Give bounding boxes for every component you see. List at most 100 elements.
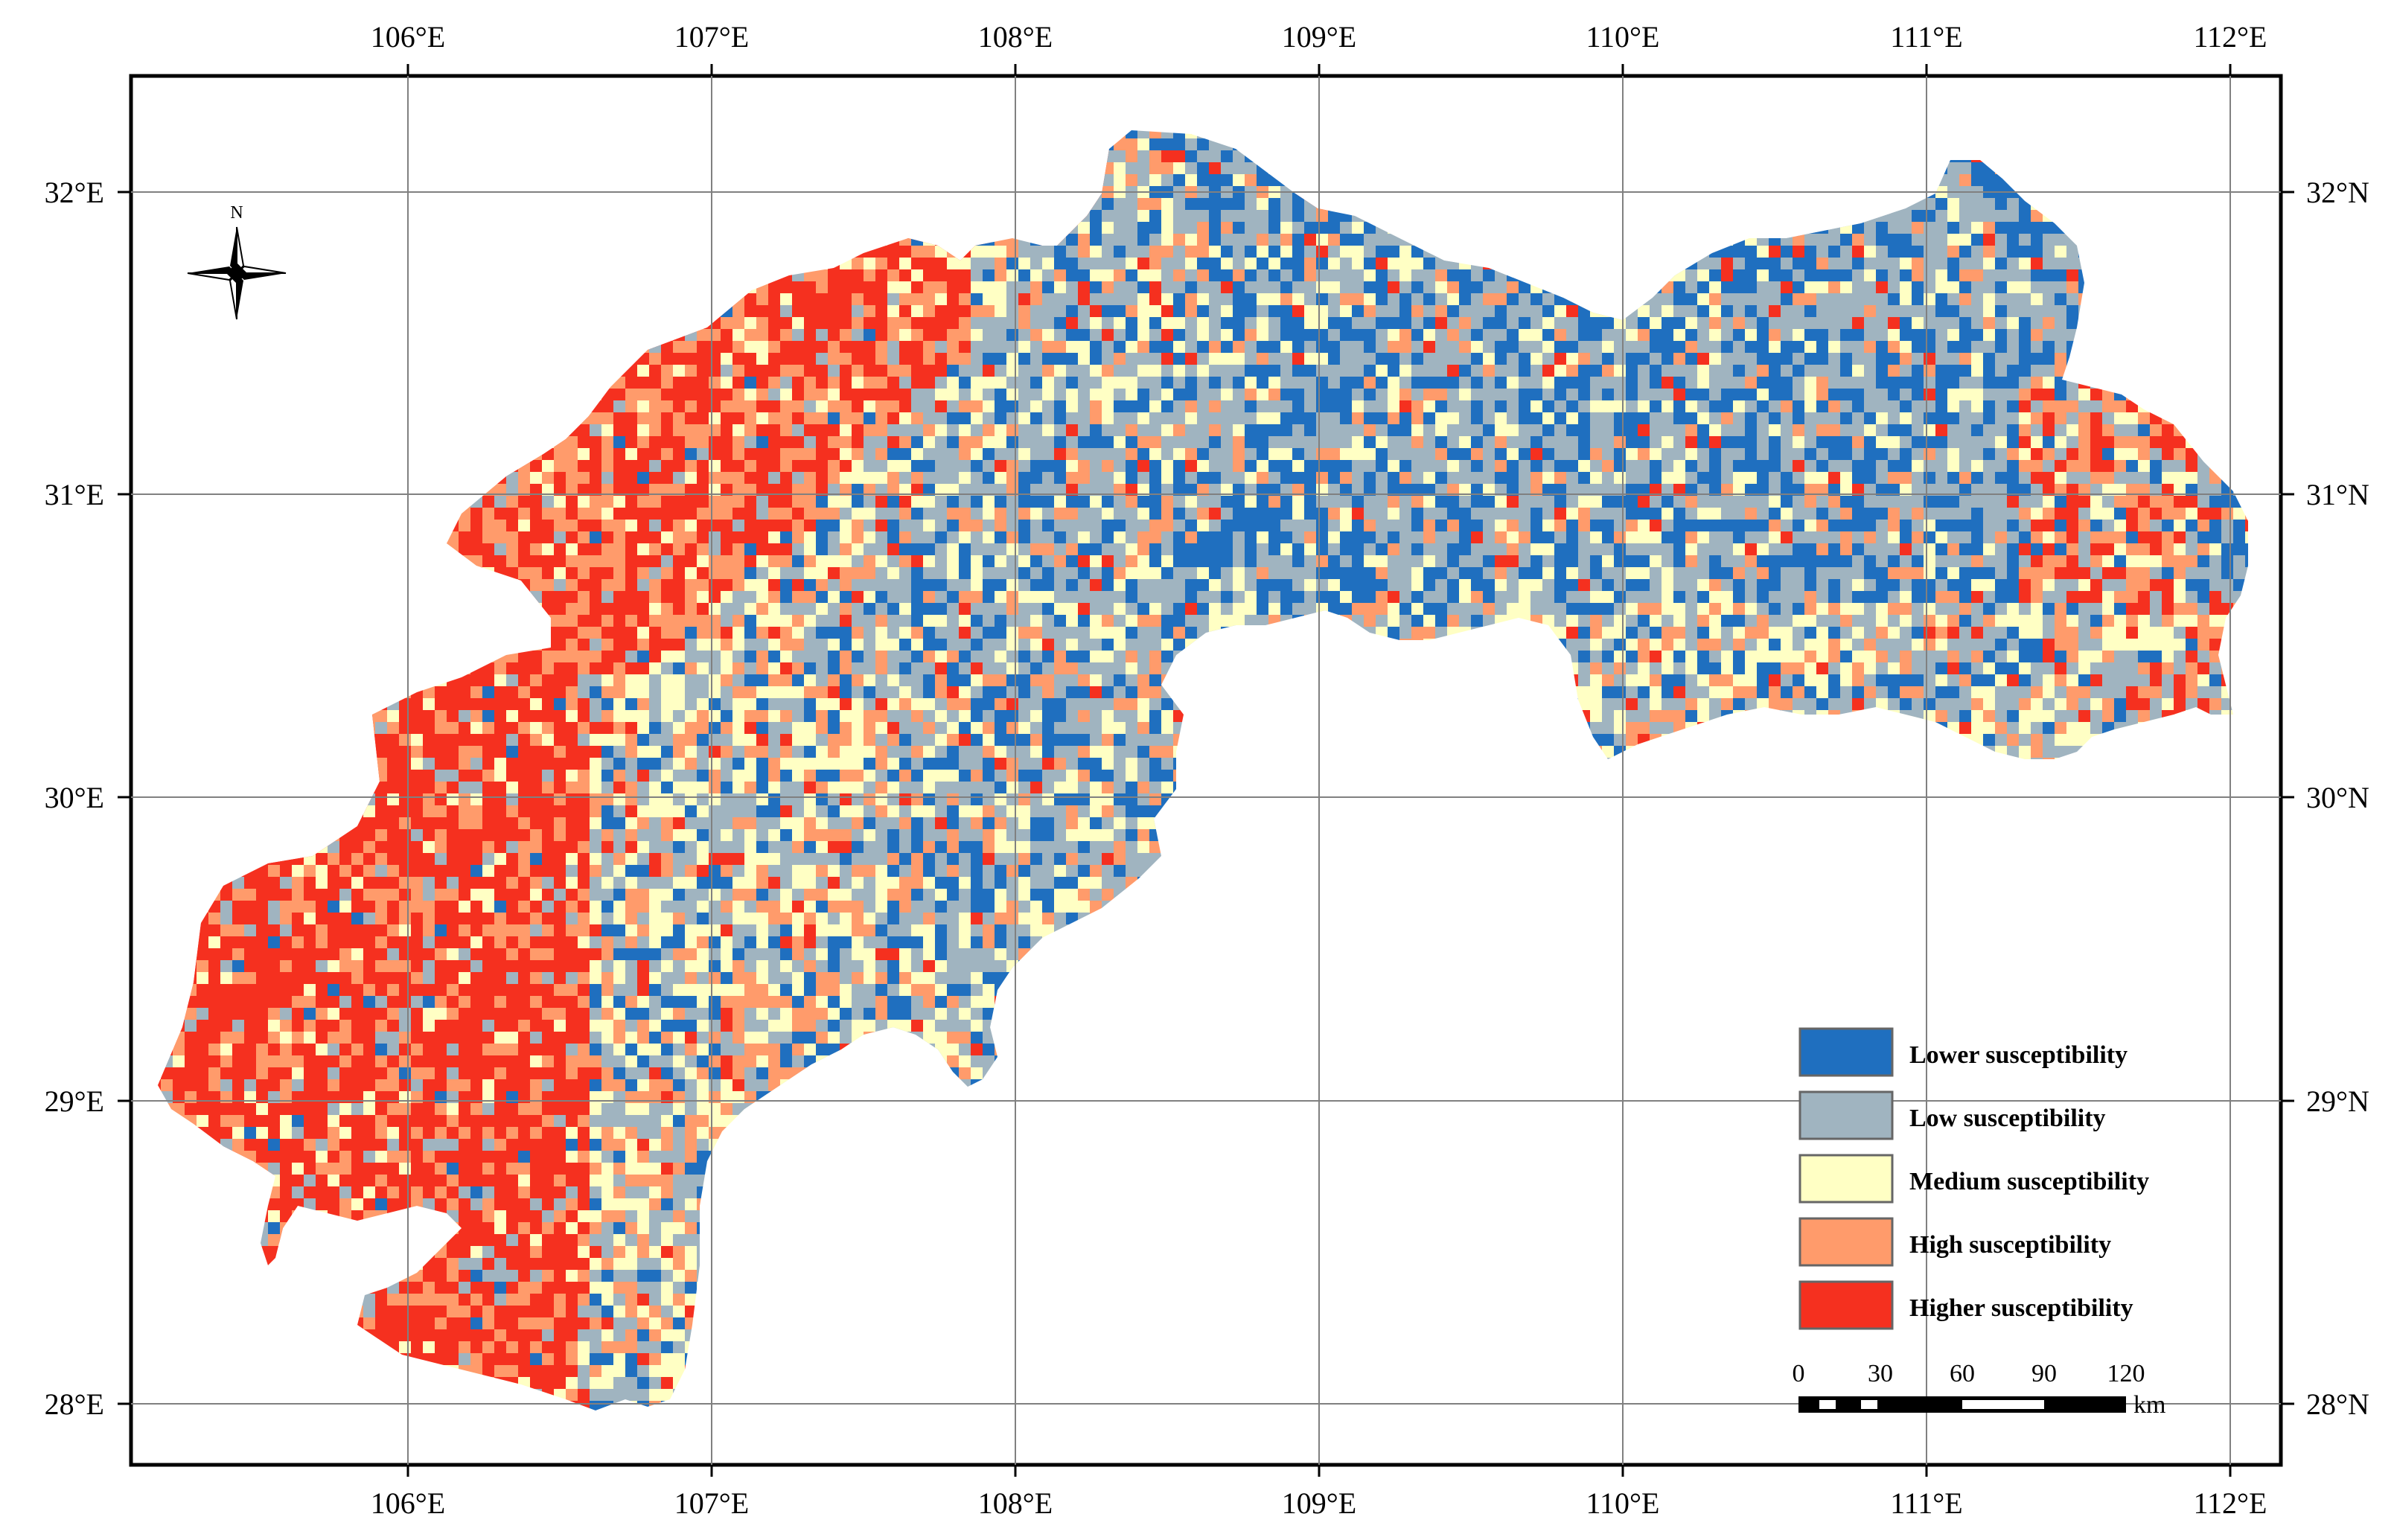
raster-cell [1959, 258, 1971, 269]
raster-cell [1257, 210, 1268, 222]
raster-cell [1745, 281, 1757, 293]
raster-cell [840, 293, 852, 305]
raster-cell [1316, 448, 1328, 460]
raster-cell [625, 424, 637, 436]
raster-cell [721, 400, 732, 412]
raster-cell [1983, 353, 1995, 365]
raster-cell [1757, 389, 1769, 400]
raster-cell [1983, 436, 1995, 448]
raster-cell [1304, 448, 1316, 460]
raster-cell [1554, 400, 1566, 412]
raster-cell [2007, 246, 2019, 258]
raster-cell [1757, 246, 1769, 258]
raster-cell [1852, 293, 1864, 305]
raster-cell [2126, 400, 2138, 412]
raster-cell [899, 412, 911, 424]
raster-cell [1781, 246, 1793, 258]
raster-cell [1257, 246, 1268, 258]
raster-cell [1209, 365, 1221, 377]
raster-cell [792, 329, 804, 341]
raster-cell [935, 377, 947, 389]
raster-cell [1209, 210, 1221, 222]
raster-cell [1185, 305, 1197, 317]
raster-cell [911, 436, 923, 448]
raster-cell [1685, 400, 1697, 412]
raster-cell [2007, 353, 2019, 365]
raster-cell [780, 305, 792, 317]
raster-cell [1376, 246, 1388, 258]
raster-cell [1197, 210, 1209, 222]
raster-cell [1399, 317, 1411, 329]
raster-cell [1769, 377, 1781, 389]
raster-cell [1197, 389, 1209, 400]
raster-cell [1173, 293, 1185, 305]
raster-cell [1376, 305, 1388, 317]
raster-cell [1221, 341, 1233, 353]
raster-cell [1149, 138, 1161, 150]
raster-cell [1852, 222, 1864, 234]
raster-cell [911, 329, 923, 341]
raster-cell [899, 448, 911, 460]
raster-cell [1376, 436, 1388, 448]
raster-cell [1304, 353, 1316, 365]
raster-cell [1054, 269, 1066, 281]
raster-cell [1650, 305, 1662, 317]
raster-cell [1137, 448, 1149, 460]
raster-cell [840, 281, 852, 293]
raster-cell [744, 448, 756, 460]
raster-cell [1876, 246, 1888, 258]
raster-cell [1709, 448, 1721, 460]
raster-cell [1292, 448, 1304, 460]
raster-cell [1614, 353, 1626, 365]
raster-cell [2078, 389, 2090, 400]
raster-cell [1638, 424, 1650, 436]
raster-cell [1673, 293, 1685, 305]
raster-cell [1924, 269, 1935, 281]
raster-cell [2031, 412, 2043, 424]
raster-cell [1292, 353, 1304, 365]
raster-cell [1697, 269, 1709, 281]
raster-cell [2007, 365, 2019, 377]
raster-cell [1900, 448, 1912, 460]
raster-cell [1209, 305, 1221, 317]
raster-cell [947, 281, 959, 293]
raster-cell [1626, 389, 1638, 400]
raster-cell [1114, 305, 1126, 317]
raster-cell [1006, 365, 1018, 377]
raster-cell [756, 365, 768, 377]
raster-cell [1745, 353, 1757, 365]
raster-cell [1471, 269, 1483, 281]
raster-cell [1507, 412, 1519, 424]
raster-cell [625, 412, 637, 424]
raster-cell [875, 400, 887, 412]
raster-cell [923, 258, 935, 269]
raster-cell [1578, 389, 1590, 400]
raster-cell [697, 329, 709, 341]
raster-cell [1078, 436, 1090, 448]
raster-cell [780, 400, 792, 412]
raster-cell [1852, 317, 1864, 329]
raster-cell [2031, 448, 2043, 460]
raster-cell [1459, 448, 1471, 460]
raster-cell [697, 389, 709, 400]
raster-cell [1054, 305, 1066, 317]
raster-cell [1423, 341, 1435, 353]
raster-cell [1983, 329, 1995, 341]
raster-cell [875, 448, 887, 460]
raster-cell [661, 424, 673, 436]
raster-cell [697, 424, 709, 436]
raster-cell [864, 389, 875, 400]
raster-cell [1971, 246, 1983, 258]
raster-cell [1126, 246, 1137, 258]
raster-cell [983, 269, 995, 281]
raster-cell [1602, 329, 1614, 341]
raster-cell [1149, 150, 1161, 162]
raster-cell [2078, 412, 2090, 424]
raster-cell [1185, 234, 1197, 246]
raster-cell [852, 341, 864, 353]
raster-cell [947, 293, 959, 305]
raster-cell [1769, 269, 1781, 281]
raster-cell [1411, 389, 1423, 400]
raster-cell [1161, 377, 1173, 389]
raster-cell [1114, 365, 1126, 377]
